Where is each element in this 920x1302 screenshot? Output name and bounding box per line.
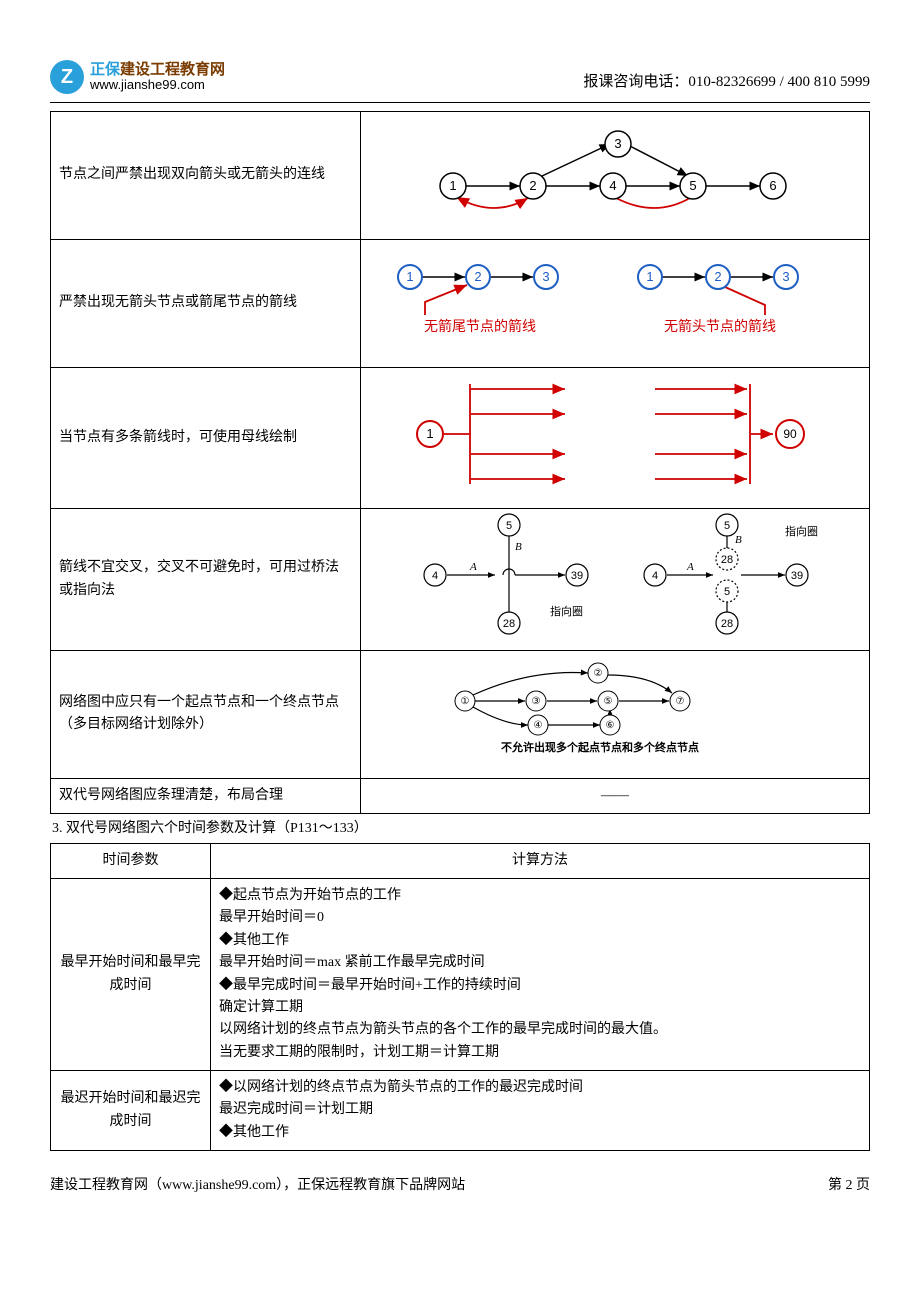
svg-text:B: B [735, 534, 742, 546]
rule-desc: 严禁出现无箭头节点或箭尾节点的箭线 [51, 240, 361, 368]
svg-text:28: 28 [721, 554, 733, 566]
page-header: Z 正保建设工程教育网 www.jianshe99.com 报课咨询电话：010… [50, 60, 870, 94]
svg-text:3: 3 [614, 136, 621, 151]
svg-text:6: 6 [769, 178, 776, 193]
svg-text:指向圈: 指向圈 [550, 604, 583, 618]
rule-figure: A B 4 5 28 39 指向圈 [361, 509, 870, 650]
diagram-caption: 不允许出现多个起点节点和多个终点节点 [501, 740, 699, 754]
svg-text:A: A [686, 561, 694, 573]
rule-desc: 箭线不宜交叉，交叉不可避免时，可用过桥法或指向法 [51, 509, 361, 650]
crossing-diagram: A B 4 5 28 39 指向圈 [405, 515, 825, 635]
logo-url: www.jianshe99.com [90, 78, 225, 92]
param-name: 最早开始时间和最早完成时间 [51, 878, 211, 1070]
method-line: ◆以网络计划的终点节点为箭头节点的工作的最迟完成时间 [219, 1077, 861, 1099]
method-line: ◆最早完成时间＝最早开始时间+工作的持续时间 [219, 975, 861, 997]
logo-brand-blue: 正保 [90, 62, 120, 78]
svg-text:4: 4 [609, 178, 616, 193]
busbar-right-node: 90 [783, 427, 797, 441]
rule-desc: 当节点有多条箭线时，可使用母线绘制 [51, 368, 361, 509]
method-line: 以网络计划的终点节点为箭头节点的各个工作的最早完成时间的最大值。 [219, 1019, 861, 1041]
rule-figure: 1 2 3 4 5 6 [361, 112, 870, 240]
param-method: ◆起点节点为开始节点的工作 最早开始时间＝0 ◆其他工作 最早开始时间＝max … [211, 878, 870, 1070]
rule-figure: 1 90 [361, 368, 870, 509]
rule-desc: 双代号网络图应条理清楚，布局合理 [51, 778, 361, 813]
svg-text:4: 4 [652, 570, 658, 582]
svg-text:⑦: ⑦ [676, 696, 685, 707]
single-start-end-diagram: ① ② ③ ④ ⑤ ⑥ ⑦ 不允许出现多个起点节点和多个终点节点 [440, 663, 790, 758]
logo-icon: Z [50, 60, 84, 94]
method-line: 最早开始时间＝max 紧前工作最早完成时间 [219, 952, 861, 974]
rule-figure: ① ② ③ ④ ⑤ ⑥ ⑦ 不允许出现多个起点节点和多个终点节点 [361, 650, 870, 778]
param-header-row: 时间参数 计算方法 [51, 843, 870, 878]
svg-text:⑥: ⑥ [606, 720, 615, 731]
rule-right: —— [361, 778, 870, 813]
table-row: 最早开始时间和最早完成时间 ◆起点节点为开始节点的工作 最早开始时间＝0 ◆其他… [51, 878, 870, 1070]
svg-text:39: 39 [791, 570, 803, 582]
svg-text:B: B [515, 541, 522, 553]
svg-text:⑤: ⑤ [604, 696, 613, 707]
header-divider [50, 102, 870, 103]
svg-text:1: 1 [449, 178, 456, 193]
rules-table: 节点之间严禁出现双向箭头或无箭头的连线 [50, 111, 870, 814]
svg-text:①: ① [461, 696, 470, 707]
svg-text:5: 5 [724, 520, 730, 532]
rule-figure: 1 2 3 无箭尾节点的箭线 1 2 3 [361, 240, 870, 368]
pointer-label: 指向圈 [785, 524, 818, 538]
svg-text:③: ③ [532, 696, 541, 707]
svg-text:1: 1 [646, 269, 653, 284]
method-line: 确定计算工期 [219, 997, 861, 1019]
busbar-diagram: 1 90 [405, 374, 825, 494]
svg-text:5: 5 [724, 586, 730, 598]
method-line: ◆其他工作 [219, 1122, 861, 1144]
footer-right: 第 2 页 [828, 1175, 870, 1197]
diagram-label: 无箭头节点的箭线 [664, 318, 776, 335]
svg-text:3: 3 [542, 269, 549, 284]
page-footer: 建设工程教育网（www.jianshe99.com），正保远程教育旗下品牌网站 … [50, 1175, 870, 1197]
table-row: 双代号网络图应条理清楚，布局合理 —— [51, 778, 870, 813]
busbar-left-node: 1 [426, 426, 433, 441]
table-row: 当节点有多条箭线时，可使用母线绘制 1 [51, 368, 870, 509]
hotline-text: 报课咨询电话：010-82326699 / 400 810 5999 [583, 70, 870, 94]
network-diagram-1: 1 2 3 4 5 6 [430, 126, 800, 216]
svg-text:②: ② [594, 668, 603, 679]
logo-brand-brown: 建设工程教育网 [120, 62, 225, 78]
svg-text:A: A [469, 561, 477, 573]
table-row: 节点之间严禁出现双向箭头或无箭头的连线 [51, 112, 870, 240]
svg-text:39: 39 [571, 570, 583, 582]
svg-text:2: 2 [474, 269, 481, 284]
param-name: 最迟开始时间和最迟完成时间 [51, 1071, 211, 1151]
param-header-1: 时间参数 [51, 843, 211, 878]
logo-text: 正保建设工程教育网 www.jianshe99.com [90, 62, 225, 93]
section-3-title: 3. 双代号网络图六个时间参数及计算（P131～133） [52, 818, 870, 840]
method-line: ◆起点节点为开始节点的工作 [219, 885, 861, 907]
svg-text:2: 2 [529, 178, 536, 193]
param-table: 时间参数 计算方法 最早开始时间和最早完成时间 ◆起点节点为开始节点的工作 最早… [50, 843, 870, 1152]
svg-text:④: ④ [534, 720, 543, 731]
method-line: 最迟完成时间＝计划工期 [219, 1099, 861, 1121]
footer-left: 建设工程教育网（www.jianshe99.com），正保远程教育旗下品牌网站 [50, 1175, 465, 1197]
method-line: ◆其他工作 [219, 930, 861, 952]
param-header-2: 计算方法 [211, 843, 870, 878]
rule-desc: 节点之间严禁出现双向箭头或无箭头的连线 [51, 112, 361, 240]
rule-desc: 网络图中应只有一个起点节点和一个终点节点（多目标网络计划除外） [51, 650, 361, 778]
diagram-label: 无箭尾节点的箭线 [424, 318, 536, 335]
svg-text:5: 5 [689, 178, 696, 193]
logo-block: Z 正保建设工程教育网 www.jianshe99.com [50, 60, 225, 94]
svg-text:1: 1 [406, 269, 413, 284]
svg-text:28: 28 [503, 618, 515, 630]
svg-text:3: 3 [782, 269, 789, 284]
table-row: 箭线不宜交叉，交叉不可避免时，可用过桥法或指向法 A B 4 5 [51, 509, 870, 650]
network-diagram-2: 1 2 3 无箭尾节点的箭线 1 2 3 [395, 257, 835, 342]
svg-text:5: 5 [506, 520, 512, 532]
method-line: 当无要求工期的限制时，计划工期＝计算工期 [219, 1042, 861, 1064]
svg-text:4: 4 [432, 570, 438, 582]
param-method: ◆以网络计划的终点节点为箭头节点的工作的最迟完成时间 最迟完成时间＝计划工期 ◆… [211, 1071, 870, 1151]
table-row: 网络图中应只有一个起点节点和一个终点节点（多目标网络计划除外） [51, 650, 870, 778]
svg-text:28: 28 [721, 618, 733, 630]
svg-text:2: 2 [714, 269, 721, 284]
method-line: 最早开始时间＝0 [219, 907, 861, 929]
table-row: 最迟开始时间和最迟完成时间 ◆以网络计划的终点节点为箭头节点的工作的最迟完成时间… [51, 1071, 870, 1151]
table-row: 严禁出现无箭头节点或箭尾节点的箭线 1 2 3 [51, 240, 870, 368]
